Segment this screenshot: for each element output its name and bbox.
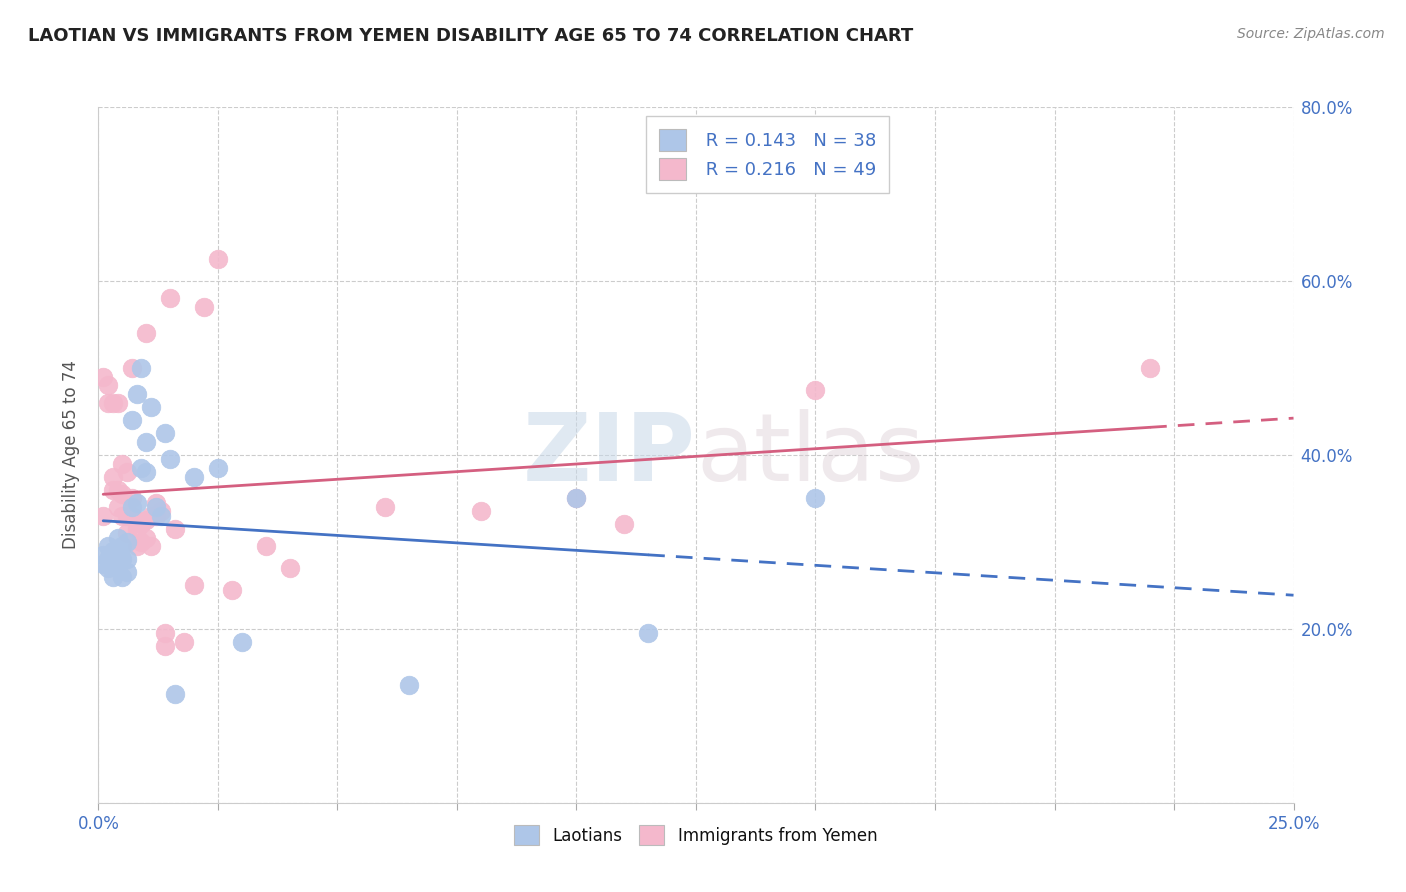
Point	[91, 369, 114, 384]
Point	[125, 522, 148, 536]
Point	[107, 531, 129, 545]
Point	[107, 395, 129, 409]
Point	[139, 400, 162, 414]
Point	[135, 513, 157, 527]
Point	[221, 582, 243, 597]
Point	[101, 469, 124, 483]
Point	[115, 534, 138, 549]
Point	[121, 491, 143, 506]
Point	[183, 469, 205, 483]
Point	[125, 496, 148, 510]
Point	[163, 687, 186, 701]
Point	[101, 483, 124, 497]
Point	[565, 491, 588, 506]
Point	[101, 570, 124, 584]
Point	[97, 552, 120, 566]
Point	[159, 452, 181, 467]
Legend: Laotians, Immigrants from Yemen: Laotians, Immigrants from Yemen	[506, 816, 886, 854]
Point	[125, 539, 148, 553]
Point	[565, 491, 588, 506]
Y-axis label: Disability Age 65 to 74: Disability Age 65 to 74	[62, 360, 80, 549]
Point	[97, 539, 120, 553]
Text: LAOTIAN VS IMMIGRANTS FROM YEMEN DISABILITY AGE 65 TO 74 CORRELATION CHART: LAOTIAN VS IMMIGRANTS FROM YEMEN DISABIL…	[28, 27, 914, 45]
Point	[111, 487, 134, 501]
Point	[145, 500, 167, 514]
Point	[254, 539, 277, 553]
Point	[111, 539, 134, 553]
Point	[107, 483, 129, 497]
Point	[207, 252, 229, 267]
Point	[121, 508, 143, 523]
Point	[111, 570, 134, 584]
Point	[637, 626, 659, 640]
Point	[107, 561, 129, 575]
Point	[155, 426, 177, 441]
Text: atlas: atlas	[696, 409, 924, 501]
Point	[91, 508, 114, 523]
Point	[97, 395, 120, 409]
Point	[131, 461, 153, 475]
Point	[115, 508, 138, 523]
Point	[115, 566, 138, 580]
Point	[135, 466, 157, 480]
Point	[149, 508, 172, 523]
Point	[155, 626, 177, 640]
Point	[155, 639, 177, 653]
Point	[131, 360, 153, 375]
Text: Source: ZipAtlas.com: Source: ZipAtlas.com	[1237, 27, 1385, 41]
Point	[107, 500, 129, 514]
Point	[1139, 360, 1161, 375]
Point	[107, 548, 129, 562]
Point	[131, 517, 153, 532]
Point	[121, 500, 143, 514]
Point	[101, 395, 124, 409]
Point	[183, 578, 205, 592]
Point	[115, 526, 138, 541]
Point	[111, 508, 134, 523]
Text: ZIP: ZIP	[523, 409, 696, 501]
Point	[145, 508, 167, 523]
Point	[135, 434, 157, 449]
Point	[804, 383, 827, 397]
Point	[131, 534, 153, 549]
Point	[139, 539, 162, 553]
Point	[163, 522, 186, 536]
Point	[278, 561, 301, 575]
Point	[97, 378, 120, 392]
Point	[101, 543, 124, 558]
Point	[374, 500, 396, 514]
Point	[111, 457, 134, 471]
Point	[173, 635, 195, 649]
Point	[231, 635, 253, 649]
Point	[145, 496, 167, 510]
Point	[207, 461, 229, 475]
Point	[193, 300, 215, 314]
Point	[470, 504, 492, 518]
Point	[159, 291, 181, 305]
Point	[101, 557, 124, 571]
Point	[139, 508, 162, 523]
Point	[125, 387, 148, 401]
Point	[91, 557, 114, 571]
Point	[121, 360, 143, 375]
Point	[97, 561, 120, 575]
Point	[91, 548, 114, 562]
Point	[149, 504, 172, 518]
Point	[125, 513, 148, 527]
Point	[613, 517, 636, 532]
Point	[111, 552, 134, 566]
Point	[135, 326, 157, 340]
Point	[115, 466, 138, 480]
Point	[121, 413, 143, 427]
Point	[115, 552, 138, 566]
Point	[135, 531, 157, 545]
Point	[804, 491, 827, 506]
Point	[398, 678, 420, 692]
